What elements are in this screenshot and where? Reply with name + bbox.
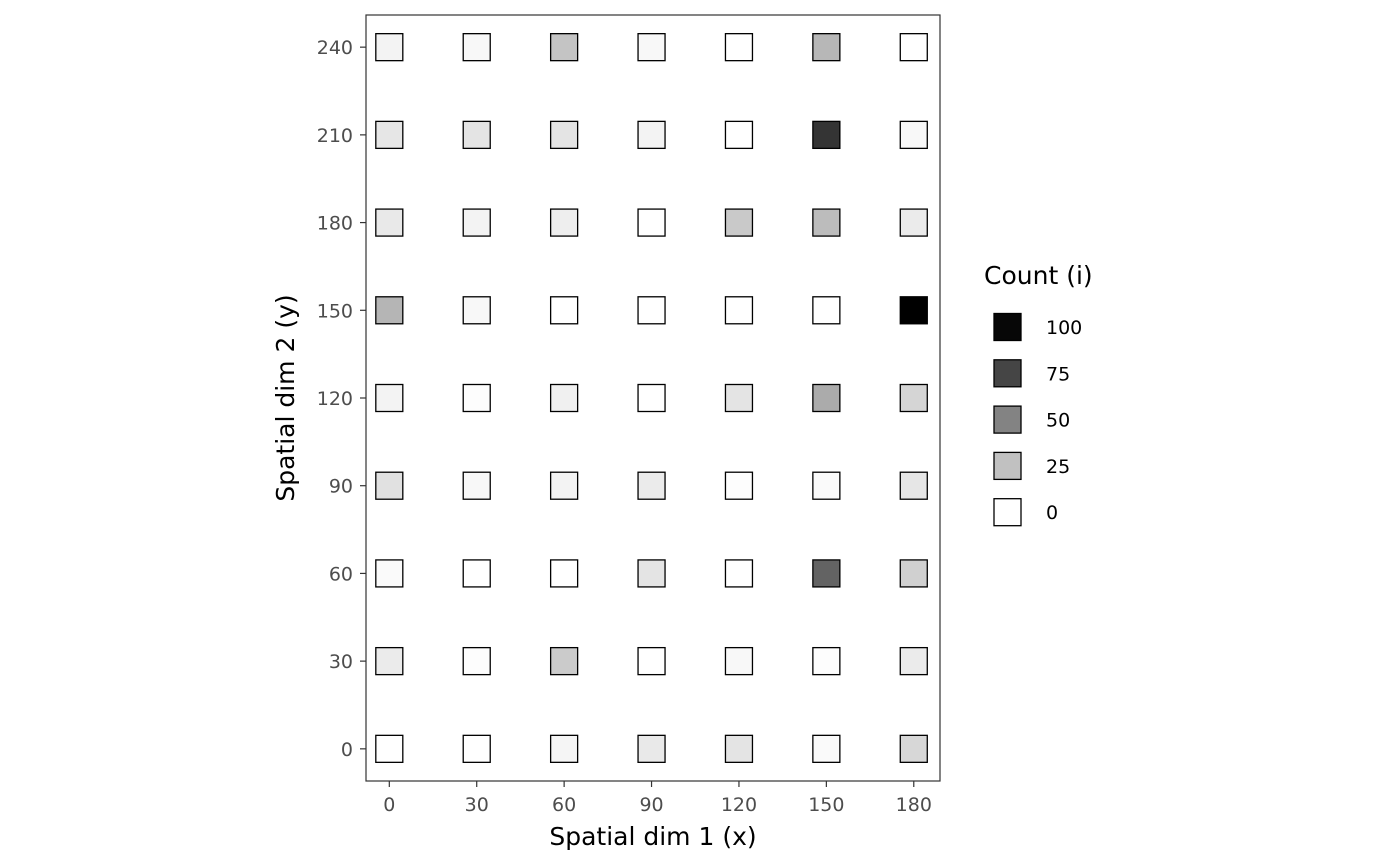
cell-x60-y210 [549,120,579,150]
cell-x120-y60 [724,559,754,588]
cell-x60-y30 [549,646,579,676]
cell-x30-y240 [462,33,491,62]
legend-swatch [993,312,1022,342]
cell-x30-y120 [462,383,491,413]
cell-x60-y60 [549,559,579,588]
cell-x150-y120 [812,383,841,413]
cell-x120-y210 [724,120,754,150]
cell-x150-y60 [812,559,841,588]
cell-x90-y210 [637,120,666,150]
legend-swatch [993,359,1022,388]
cell-x60-y180 [549,208,579,237]
cell-x60-y90 [549,471,579,500]
y-tick-label: 240 [317,37,353,59]
cell-x180-y120 [899,383,928,413]
cell-x90-y90 [637,471,666,500]
cell-x180-y30 [899,646,928,676]
cell-x120-y30 [724,646,754,676]
y-tick-label: 150 [317,300,353,322]
cell-x120-y180 [724,208,754,237]
cell-x0-y120 [375,383,404,413]
x-tick-label: 60 [552,794,576,816]
cell-x60-y150 [549,296,579,325]
cell-x0-y90 [375,471,404,500]
x-tick-label: 90 [639,794,663,816]
cell-x180-y0 [899,734,928,763]
legend-label: 0 [1046,502,1058,524]
cell-x90-y0 [637,734,666,763]
cell-x150-y210 [812,120,841,150]
cell-x150-y0 [812,734,841,763]
cell-x150-y240 [812,33,841,62]
x-tick-label: 30 [465,794,489,816]
cell-x0-y0 [375,734,404,763]
legend-swatch [993,405,1022,434]
y-tick-label: 210 [317,125,353,147]
cell-x60-y0 [549,734,579,763]
cell-x0-y180 [375,208,404,237]
cell-x120-y90 [724,471,754,500]
y-tick-label: 0 [341,739,353,761]
cell-x90-y120 [637,383,666,413]
x-tick-label: 150 [808,794,844,816]
cell-x90-y60 [637,559,666,588]
cell-x30-y90 [462,471,491,500]
x-axis-title: Spatial dim 1 (x) [549,822,756,851]
cell-x60-y240 [549,33,579,62]
cell-x0-y150 [375,296,404,325]
cell-x0-y60 [375,559,404,588]
cell-x90-y180 [637,208,666,237]
cell-x180-y90 [899,471,928,500]
legend-swatch [993,451,1022,481]
cell-x30-y0 [462,734,491,763]
cell-x120-y240 [724,33,754,62]
cell-x150-y150 [812,296,841,325]
x-axis: 0 30 60 90 120 150 180 [383,781,932,816]
x-tick-label: 180 [896,794,932,816]
cell-x120-y150 [724,296,754,325]
cell-x0-y240 [375,33,404,62]
x-tick-label: 120 [721,794,757,816]
cell-x150-y30 [812,646,841,676]
y-tick-label: 90 [329,476,353,498]
cell-x180-y240 [899,33,928,62]
y-axis-title: Spatial dim 2 (y) [271,294,300,501]
cell-x120-y0 [724,734,754,763]
cell-x30-y60 [462,559,491,588]
cell-x150-y180 [812,208,841,237]
cell-x120-y120 [724,383,754,413]
y-tick-label: 30 [329,651,353,673]
cell-x0-y30 [375,646,404,676]
cell-x90-y150 [637,296,666,325]
cell-x150-y90 [812,471,841,500]
legend-title: Count (i) [984,261,1093,290]
legend-label: 25 [1046,456,1070,478]
cell-x180-y150 [899,296,928,325]
cell-x30-y210 [462,120,491,150]
cells-layer [375,33,928,763]
cell-x180-y60 [899,559,928,588]
cell-x180-y210 [899,120,928,150]
y-tick-label: 120 [317,388,353,410]
y-tick-label: 60 [329,563,353,585]
cell-x30-y30 [462,646,491,676]
legend: Count (i) 100 75 50 25 0 [984,261,1093,527]
cell-x0-y210 [375,120,404,150]
cell-x60-y120 [549,383,579,413]
legend-label: 100 [1046,317,1082,339]
cell-x30-y150 [462,296,491,325]
cell-x90-y240 [637,33,666,62]
y-tick-label: 180 [317,213,353,235]
legend-label: 50 [1046,410,1070,432]
cell-x30-y180 [462,208,491,237]
cell-x90-y30 [637,646,666,676]
x-tick-label: 0 [383,794,395,816]
legend-swatch [993,498,1022,527]
legend-label: 75 [1046,363,1070,385]
cell-x180-y180 [899,208,928,237]
y-axis: 0 30 60 90 120 150 180 210 240 [317,37,366,761]
